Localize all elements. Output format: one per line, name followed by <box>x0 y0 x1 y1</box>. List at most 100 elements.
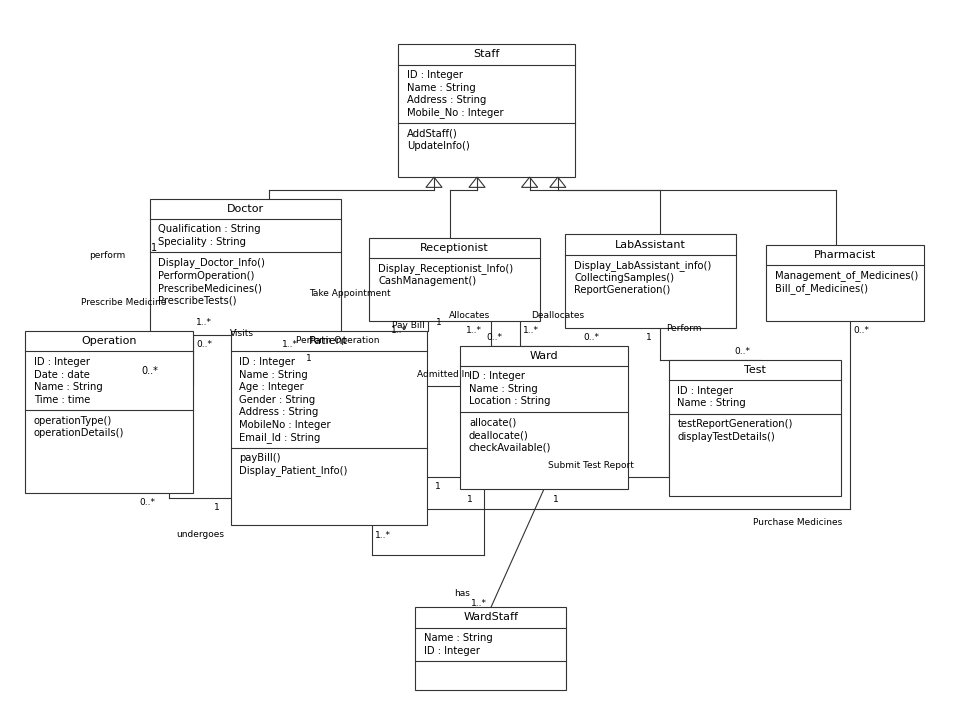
Text: Doctor: Doctor <box>227 204 264 214</box>
Text: Staff: Staff <box>473 50 500 60</box>
Text: 0..*: 0..* <box>734 347 751 356</box>
Text: 0..*: 0..* <box>853 326 870 335</box>
Text: Name : String: Name : String <box>424 633 492 643</box>
Text: Display_Receptionist_Info(): Display_Receptionist_Info() <box>378 264 514 274</box>
Text: Receptionist: Receptionist <box>420 243 489 253</box>
Text: undergoes: undergoes <box>176 530 224 539</box>
Text: Name : String: Name : String <box>239 369 308 379</box>
Text: Address : String: Address : String <box>239 408 319 417</box>
Text: 0..*: 0..* <box>584 333 600 341</box>
Text: Admitted In: Admitted In <box>417 370 470 379</box>
Text: ID : Integer: ID : Integer <box>407 70 463 80</box>
Text: 1: 1 <box>553 495 559 504</box>
Text: CashManagement(): CashManagement() <box>378 276 476 287</box>
Text: Mobile_No : Integer: Mobile_No : Integer <box>407 107 503 118</box>
Text: Display_Patient_Info(): Display_Patient_Info() <box>239 466 348 477</box>
Text: Submit Test Report: Submit Test Report <box>548 462 634 470</box>
Text: WardStaff: WardStaff <box>464 613 518 623</box>
Text: Name : String: Name : String <box>34 382 103 392</box>
Text: 1..*: 1..* <box>391 326 407 335</box>
Text: Visits: Visits <box>230 328 254 338</box>
Text: 1..*: 1..* <box>375 531 392 539</box>
Text: Deallocates: Deallocates <box>531 310 585 320</box>
Text: 1: 1 <box>437 318 443 327</box>
Text: Perform: Perform <box>666 323 702 333</box>
Text: MobileNo : Integer: MobileNo : Integer <box>239 420 331 430</box>
Text: Purchase Medicines: Purchase Medicines <box>753 518 842 527</box>
Text: ID : Integer: ID : Integer <box>239 357 296 367</box>
Text: 1..*: 1..* <box>523 326 540 335</box>
Bar <box>398 45 575 177</box>
Text: ID : Integer: ID : Integer <box>34 357 90 367</box>
Text: Name : String: Name : String <box>407 83 475 93</box>
Text: 1: 1 <box>306 354 312 363</box>
Text: Prescribe Medicine: Prescribe Medicine <box>81 298 166 307</box>
Text: Gender : String: Gender : String <box>239 395 316 405</box>
Text: deallocate(): deallocate() <box>468 430 529 440</box>
Text: Email_Id : String: Email_Id : String <box>239 432 321 443</box>
Text: PrescribeTests(): PrescribeTests() <box>158 296 237 306</box>
Text: Qualification : String: Qualification : String <box>158 225 261 234</box>
Text: Display_LabAssistant_info(): Display_LabAssistant_info() <box>574 260 711 271</box>
Text: ID : Integer: ID : Integer <box>424 646 480 656</box>
Text: allocate(): allocate() <box>468 418 516 428</box>
Text: perform: perform <box>89 251 126 260</box>
Text: ID : Integer: ID : Integer <box>678 386 733 396</box>
Text: Display_Doctor_Info(): Display_Doctor_Info() <box>158 258 265 269</box>
Text: 1: 1 <box>436 482 442 491</box>
Text: 1: 1 <box>214 503 220 513</box>
Bar <box>766 246 924 320</box>
Text: Test: Test <box>744 365 766 375</box>
Text: Patient: Patient <box>309 336 348 346</box>
Bar <box>565 235 735 328</box>
Text: Pharmacist: Pharmacist <box>814 251 876 261</box>
Text: 1..*: 1..* <box>471 598 488 608</box>
Text: ID : Integer: ID : Integer <box>468 372 525 382</box>
Text: PrescribeMedicines(): PrescribeMedicines() <box>158 283 262 293</box>
Text: Location : String: Location : String <box>468 397 550 406</box>
Text: 0..*: 0..* <box>487 333 502 341</box>
Text: has: has <box>454 588 470 598</box>
Bar <box>416 608 566 690</box>
Bar <box>25 331 193 492</box>
Text: Management_of_Medicines(): Management_of_Medicines() <box>775 271 918 282</box>
Text: 1..*: 1..* <box>196 318 212 327</box>
Bar <box>150 199 341 335</box>
Bar <box>370 238 540 320</box>
Text: Take Appointment: Take Appointment <box>309 289 391 298</box>
Text: 1: 1 <box>646 333 652 342</box>
Text: Name : String: Name : String <box>678 398 746 408</box>
Text: 0..*: 0..* <box>141 366 158 376</box>
Text: 1: 1 <box>152 243 157 253</box>
Bar <box>669 360 841 496</box>
Text: 1: 1 <box>467 495 472 504</box>
Text: 1..*: 1..* <box>282 341 299 349</box>
Text: Pay Bill: Pay Bill <box>393 321 425 330</box>
Text: Date : date: Date : date <box>34 369 90 379</box>
Text: operationDetails(): operationDetails() <box>34 428 124 438</box>
Text: LabAssistant: LabAssistant <box>615 240 686 250</box>
Text: UpdateInfo(): UpdateInfo() <box>407 141 469 151</box>
Text: ReportGeneration(): ReportGeneration() <box>574 285 670 295</box>
Text: Name : String: Name : String <box>468 384 538 394</box>
Text: 1..*: 1..* <box>466 326 482 335</box>
Text: Ward: Ward <box>530 351 559 361</box>
Text: Age : Integer: Age : Integer <box>239 382 304 392</box>
Text: Speciality : String: Speciality : String <box>158 237 246 247</box>
Text: payBill(): payBill() <box>239 454 281 464</box>
Text: Bill_of_Medicines(): Bill_of_Medicines() <box>775 283 868 294</box>
Text: operationType(): operationType() <box>34 415 112 426</box>
Bar <box>460 346 628 489</box>
Text: checkAvailable(): checkAvailable() <box>468 443 551 453</box>
Text: Address : String: Address : String <box>407 95 486 105</box>
Text: Perform Operation: Perform Operation <box>297 336 379 345</box>
Text: Operation: Operation <box>82 336 136 346</box>
Bar <box>230 331 427 525</box>
Text: testReportGeneration(): testReportGeneration() <box>678 419 793 429</box>
Text: displayTestDetails(): displayTestDetails() <box>678 432 775 442</box>
Text: 0..*: 0..* <box>196 341 212 349</box>
Text: AddStaff(): AddStaff() <box>407 129 458 139</box>
Text: Time : time: Time : time <box>34 395 90 405</box>
Text: 0..*: 0..* <box>139 498 156 507</box>
Text: CollectingSamples(): CollectingSamples() <box>574 273 674 283</box>
